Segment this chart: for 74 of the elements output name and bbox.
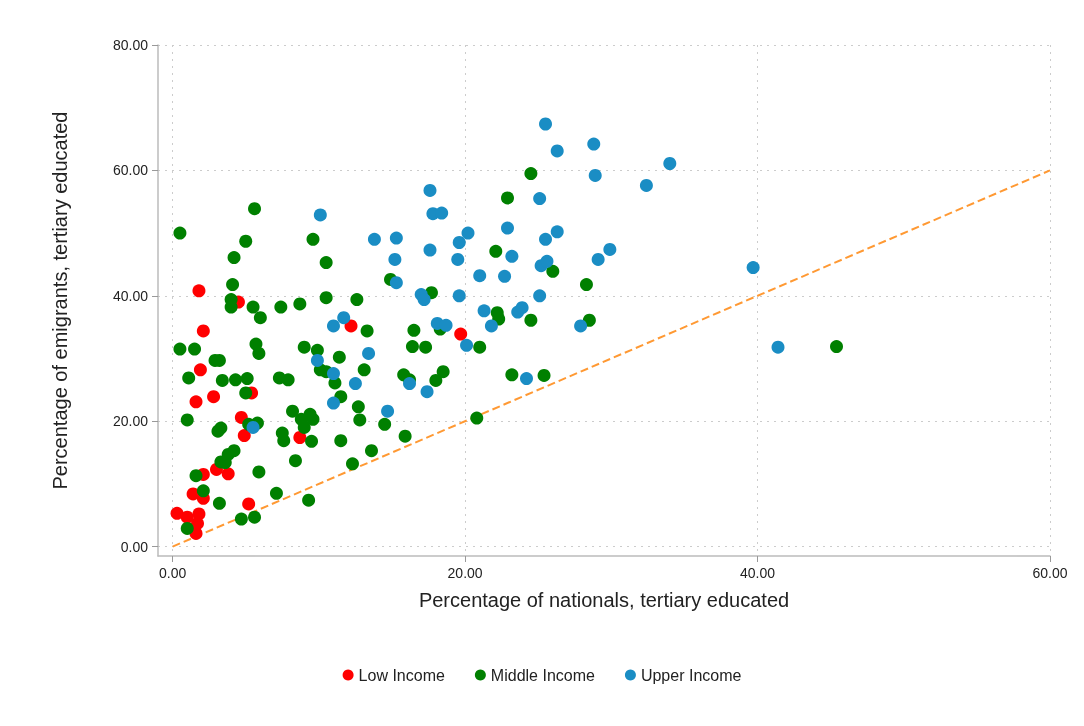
point bbox=[540, 254, 554, 268]
point bbox=[170, 506, 184, 520]
point bbox=[313, 208, 327, 222]
point bbox=[403, 377, 417, 391]
point bbox=[310, 353, 324, 367]
point bbox=[473, 269, 487, 283]
x-axis-title: Percentage of nationals, tertiary educated bbox=[418, 589, 790, 611]
point bbox=[501, 221, 514, 235]
point bbox=[520, 372, 533, 386]
y-tick-label: 40.00 bbox=[112, 287, 149, 304]
y-tick-label: 80.00 bbox=[112, 37, 149, 53]
point bbox=[461, 226, 475, 240]
point bbox=[246, 420, 260, 434]
y-axis-title: Percentage of emigrants, tertiary educated bbox=[49, 111, 71, 490]
point bbox=[539, 232, 553, 246]
point bbox=[498, 269, 512, 283]
point bbox=[603, 242, 617, 256]
x-tick-label: 20.00 bbox=[447, 565, 483, 581]
point bbox=[388, 252, 402, 266]
point bbox=[348, 377, 362, 391]
point bbox=[574, 319, 588, 333]
point bbox=[771, 340, 785, 354]
point bbox=[326, 396, 340, 410]
x-tick-label: 40.00 bbox=[740, 565, 776, 581]
point bbox=[207, 390, 221, 404]
point bbox=[550, 144, 564, 158]
point bbox=[381, 404, 395, 418]
point bbox=[193, 363, 207, 377]
y-tick-label: 20.00 bbox=[112, 413, 149, 430]
legend-label: Upper Income bbox=[640, 666, 742, 684]
point bbox=[417, 293, 431, 307]
point bbox=[242, 497, 256, 511]
point bbox=[454, 327, 468, 341]
point bbox=[533, 289, 547, 303]
point bbox=[344, 319, 358, 333]
point bbox=[639, 178, 653, 192]
point bbox=[663, 157, 677, 170]
x-tick-label: 0.00 bbox=[159, 565, 187, 581]
point bbox=[196, 324, 210, 338]
point bbox=[435, 206, 449, 220]
point bbox=[189, 395, 203, 409]
y-tick-label: 0.00 bbox=[120, 538, 149, 555]
point bbox=[423, 243, 437, 257]
y-tick-label: 60.00 bbox=[112, 162, 149, 179]
point bbox=[452, 289, 466, 303]
point bbox=[293, 431, 307, 444]
point bbox=[420, 385, 434, 399]
x-tick-label: 60.00 bbox=[1032, 565, 1068, 581]
point bbox=[439, 318, 453, 332]
point bbox=[484, 319, 498, 333]
legend-label: Low Income bbox=[358, 666, 445, 684]
point bbox=[362, 346, 376, 360]
point bbox=[452, 236, 466, 249]
point bbox=[451, 252, 465, 266]
point bbox=[539, 117, 553, 131]
point bbox=[505, 249, 519, 263]
point bbox=[326, 319, 340, 333]
point bbox=[337, 311, 351, 325]
point bbox=[367, 232, 381, 246]
point bbox=[587, 137, 601, 151]
legend-label: Middle Income bbox=[490, 666, 596, 684]
point bbox=[588, 168, 602, 182]
point bbox=[591, 252, 605, 266]
point bbox=[237, 429, 251, 443]
point bbox=[221, 467, 235, 481]
point bbox=[389, 231, 403, 245]
point bbox=[746, 261, 760, 275]
point bbox=[192, 284, 206, 298]
point bbox=[423, 183, 437, 197]
point bbox=[550, 225, 564, 239]
point bbox=[533, 192, 547, 206]
point bbox=[460, 338, 474, 352]
point bbox=[515, 301, 529, 315]
point bbox=[477, 304, 491, 318]
